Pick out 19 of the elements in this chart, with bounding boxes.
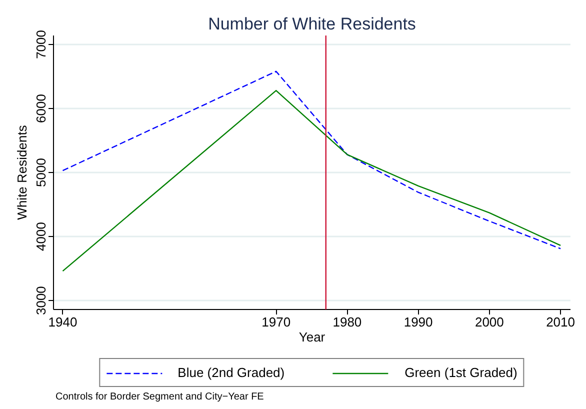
chart-title: Number of White Residents <box>208 14 416 34</box>
y-tick-label: 5000 <box>34 158 48 187</box>
x-tick-label: 1940 <box>48 314 78 330</box>
x-tick-label: 2000 <box>474 314 504 330</box>
x-tick-label: 1970 <box>262 314 291 330</box>
x-tick-label: 1990 <box>404 314 433 330</box>
y-tick-label: 3000 <box>34 286 48 315</box>
y-tick-label: 4000 <box>34 222 48 251</box>
x-tick-label: 1980 <box>332 314 362 330</box>
line-series <box>62 70 562 250</box>
y-tick-label: 7000 <box>34 30 48 59</box>
y-tick-label: 6000 <box>34 94 48 123</box>
legend-label: Blue (2nd Graded) <box>178 365 285 380</box>
text: Controls for Border Segment and City−Year FE <box>56 392 264 402</box>
y-axis-title: White Residents <box>14 124 30 220</box>
legend-label: Green (1st Graded) <box>404 365 518 380</box>
x-axis-title: Year <box>298 330 326 344</box>
x-tick-label: 2010 <box>546 314 576 330</box>
line-series <box>62 90 562 272</box>
